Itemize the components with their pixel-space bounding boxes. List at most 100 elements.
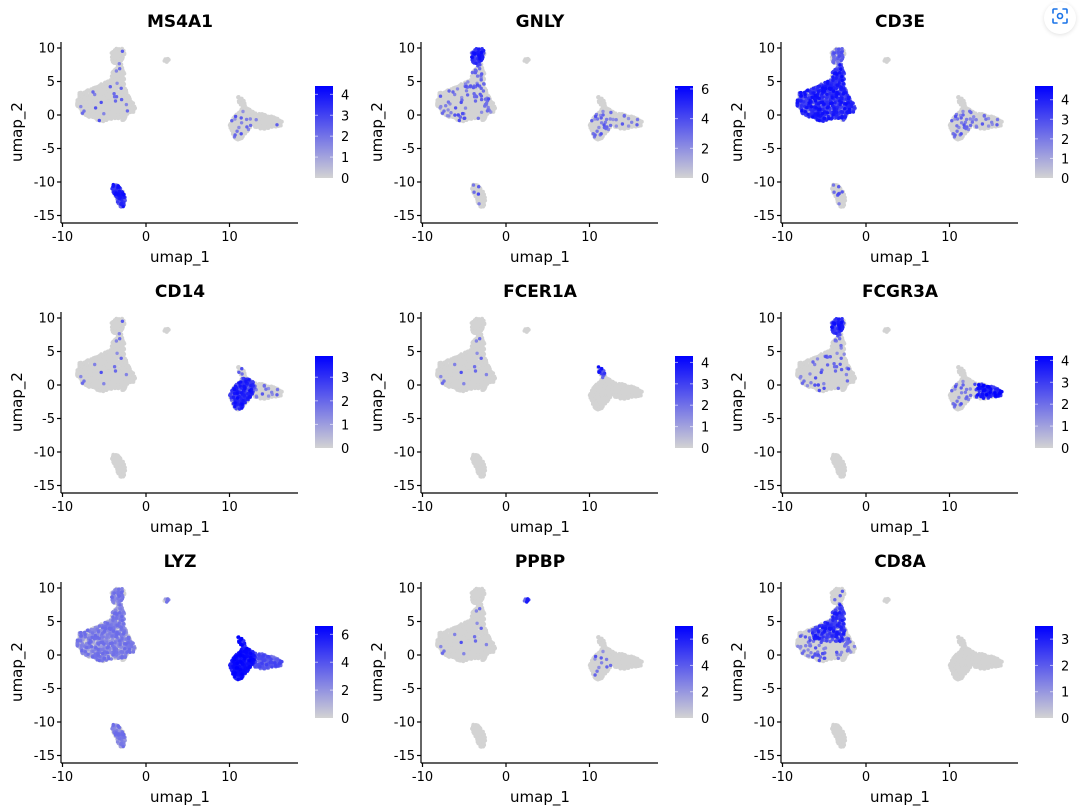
cell-point — [481, 89, 486, 93]
cell-point — [472, 92, 476, 96]
cell-point — [487, 103, 492, 107]
cell-point — [595, 117, 600, 121]
cell-point — [257, 122, 262, 127]
cell-point — [476, 192, 481, 196]
cell-point — [457, 118, 461, 123]
cell-point — [99, 113, 103, 118]
cell-point — [601, 113, 605, 117]
feature-plot-ms4a1: MS4A1 -10 0 10 10 5 0 -5 -10 -15 umap_1 umap_2 4 3 2 1 0 — [0, 0, 360, 270]
cell-point — [78, 92, 83, 96]
cell-point — [95, 87, 100, 91]
cell-point — [75, 100, 80, 104]
cell-point — [99, 100, 103, 105]
cell-point — [239, 116, 243, 120]
cell-point — [602, 125, 607, 130]
cell-point — [114, 113, 119, 117]
cell-point — [473, 99, 478, 103]
feature-plot-cd3e: CD3E -10 0 10 10 5 0 -5 -10 -15 umap_1 umap_2 4 3 2 1 0 — [720, 0, 1080, 270]
cell-point — [122, 115, 127, 119]
cell-point — [111, 113, 115, 117]
cell-point — [478, 100, 483, 105]
cell-point — [82, 104, 87, 109]
cell-point — [632, 115, 637, 120]
cell-point — [468, 84, 473, 88]
cell-point — [459, 100, 463, 105]
cell-point — [235, 137, 240, 142]
cell-point — [480, 191, 485, 196]
cell-point — [80, 95, 85, 99]
cell-point — [470, 70, 475, 75]
cell-point — [463, 116, 467, 120]
cell-point — [477, 189, 482, 194]
cell-point — [81, 100, 86, 104]
x-axis-label: umap_1 — [150, 248, 210, 267]
cell-point — [121, 204, 125, 209]
x-tick-label: -10 — [412, 230, 433, 245]
cell-point — [458, 108, 463, 113]
cell-point — [263, 121, 268, 126]
cell-point — [112, 92, 116, 96]
cell-point — [275, 116, 280, 121]
cell-point — [479, 78, 483, 82]
cell-point — [248, 123, 253, 128]
cell-point — [110, 116, 114, 120]
cell-point — [245, 111, 250, 116]
cell-point — [441, 100, 446, 104]
cell-point — [477, 105, 481, 109]
cell-point — [595, 137, 600, 142]
cell-point — [106, 79, 110, 84]
x-tick-label: 0 — [502, 230, 510, 245]
cell-point — [239, 121, 244, 125]
cell-point — [245, 125, 249, 129]
cell-point — [119, 86, 123, 91]
cell-point — [955, 137, 960, 142]
cell-point — [94, 102, 99, 107]
cell-point — [470, 116, 474, 120]
cell-point — [117, 189, 122, 193]
y-tick-label: -5 — [402, 142, 415, 157]
cell-point — [254, 114, 259, 118]
cell-point — [85, 113, 90, 118]
colorbar-label: 0 — [341, 172, 349, 187]
cell-point — [257, 119, 262, 124]
cell-point — [463, 106, 468, 110]
cell-point — [470, 55, 474, 59]
cell-point — [473, 68, 478, 72]
cell-point — [466, 80, 470, 84]
cell-point — [449, 111, 453, 115]
cell-point — [469, 89, 474, 94]
cell-point — [460, 91, 465, 96]
cell-point — [475, 74, 480, 78]
cell-point — [478, 195, 483, 200]
cell-point — [106, 114, 111, 119]
cell-point — [593, 114, 598, 119]
cell-point — [626, 116, 631, 121]
cell-point — [84, 110, 89, 115]
cell-point — [472, 79, 477, 83]
cell-point — [127, 103, 132, 107]
cell-point — [118, 67, 122, 71]
cell-point — [233, 117, 237, 121]
cell-point — [117, 105, 121, 109]
cell-point — [606, 108, 611, 113]
cell-point — [266, 126, 271, 130]
cell-point — [111, 107, 116, 112]
colorbar — [675, 86, 693, 178]
plot-title: GNLY — [516, 12, 565, 32]
cell-point — [119, 97, 124, 102]
cell-point — [614, 118, 618, 122]
cell-point — [115, 81, 119, 86]
cell-point — [451, 90, 455, 94]
cell-point — [472, 190, 476, 194]
cell-point — [478, 67, 482, 71]
cell-point — [476, 116, 480, 121]
cell-point — [236, 95, 241, 99]
cell-point — [124, 102, 129, 107]
cell-point — [477, 202, 481, 206]
cell-point — [125, 112, 130, 116]
cell-point — [272, 115, 277, 120]
cell-point — [605, 111, 610, 116]
y-tick-label: -10 — [34, 176, 55, 191]
cell-point — [98, 88, 103, 93]
